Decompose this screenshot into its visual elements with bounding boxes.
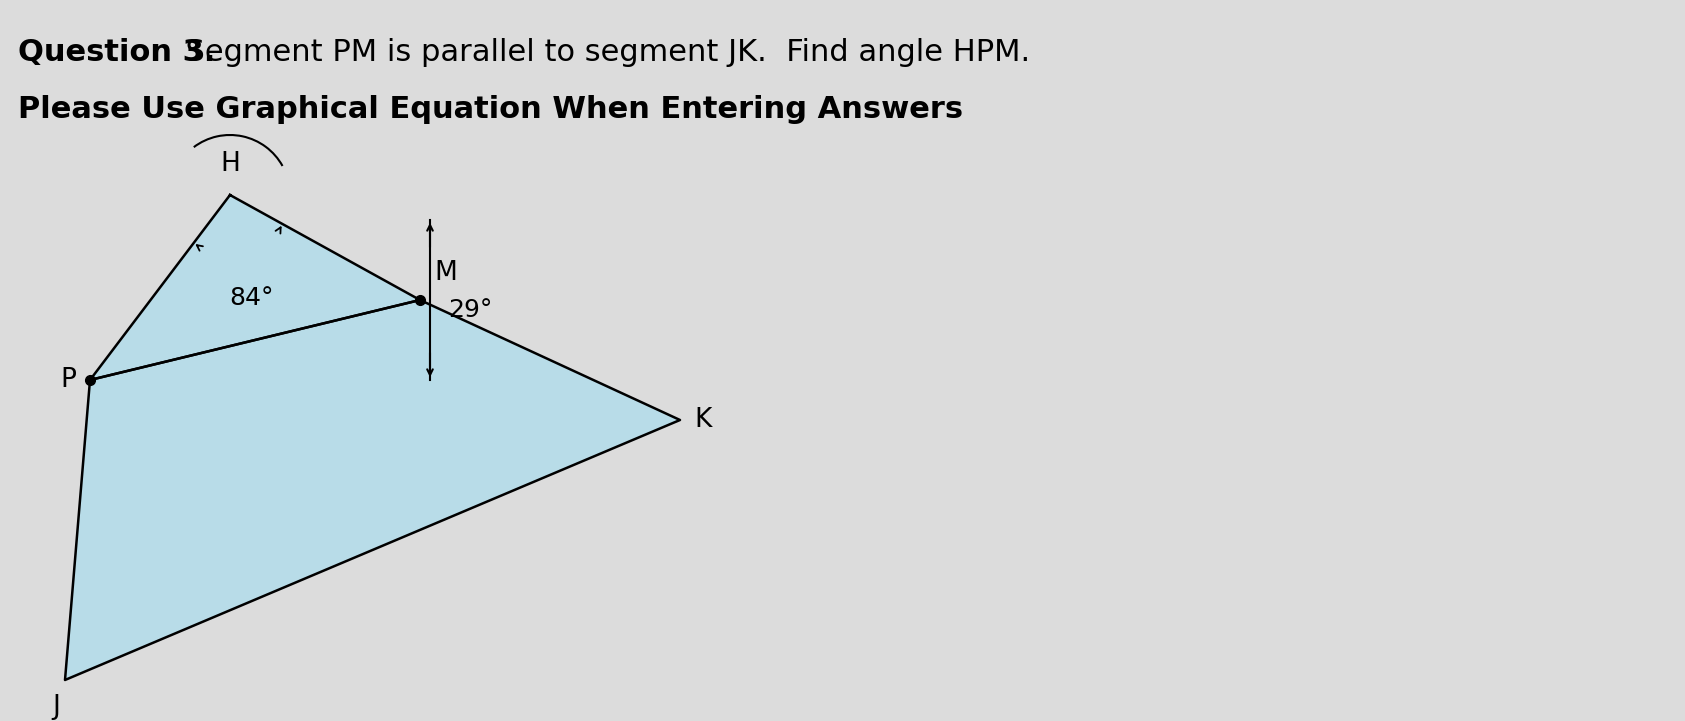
Text: J: J (52, 694, 61, 720)
Text: Question 3.: Question 3. (19, 38, 216, 67)
Text: K: K (694, 407, 711, 433)
Text: P: P (61, 367, 76, 393)
Polygon shape (89, 195, 420, 380)
Polygon shape (66, 300, 681, 680)
Text: M: M (435, 260, 457, 286)
Text: 84°: 84° (229, 286, 275, 310)
Text: Please Use Graphical Equation When Entering Answers: Please Use Graphical Equation When Enter… (19, 95, 964, 124)
Text: 29°: 29° (448, 298, 492, 322)
Text: H: H (221, 151, 239, 177)
Text: Segment PM is parallel to segment JK.  Find angle HPM.: Segment PM is parallel to segment JK. Fi… (167, 38, 1030, 67)
